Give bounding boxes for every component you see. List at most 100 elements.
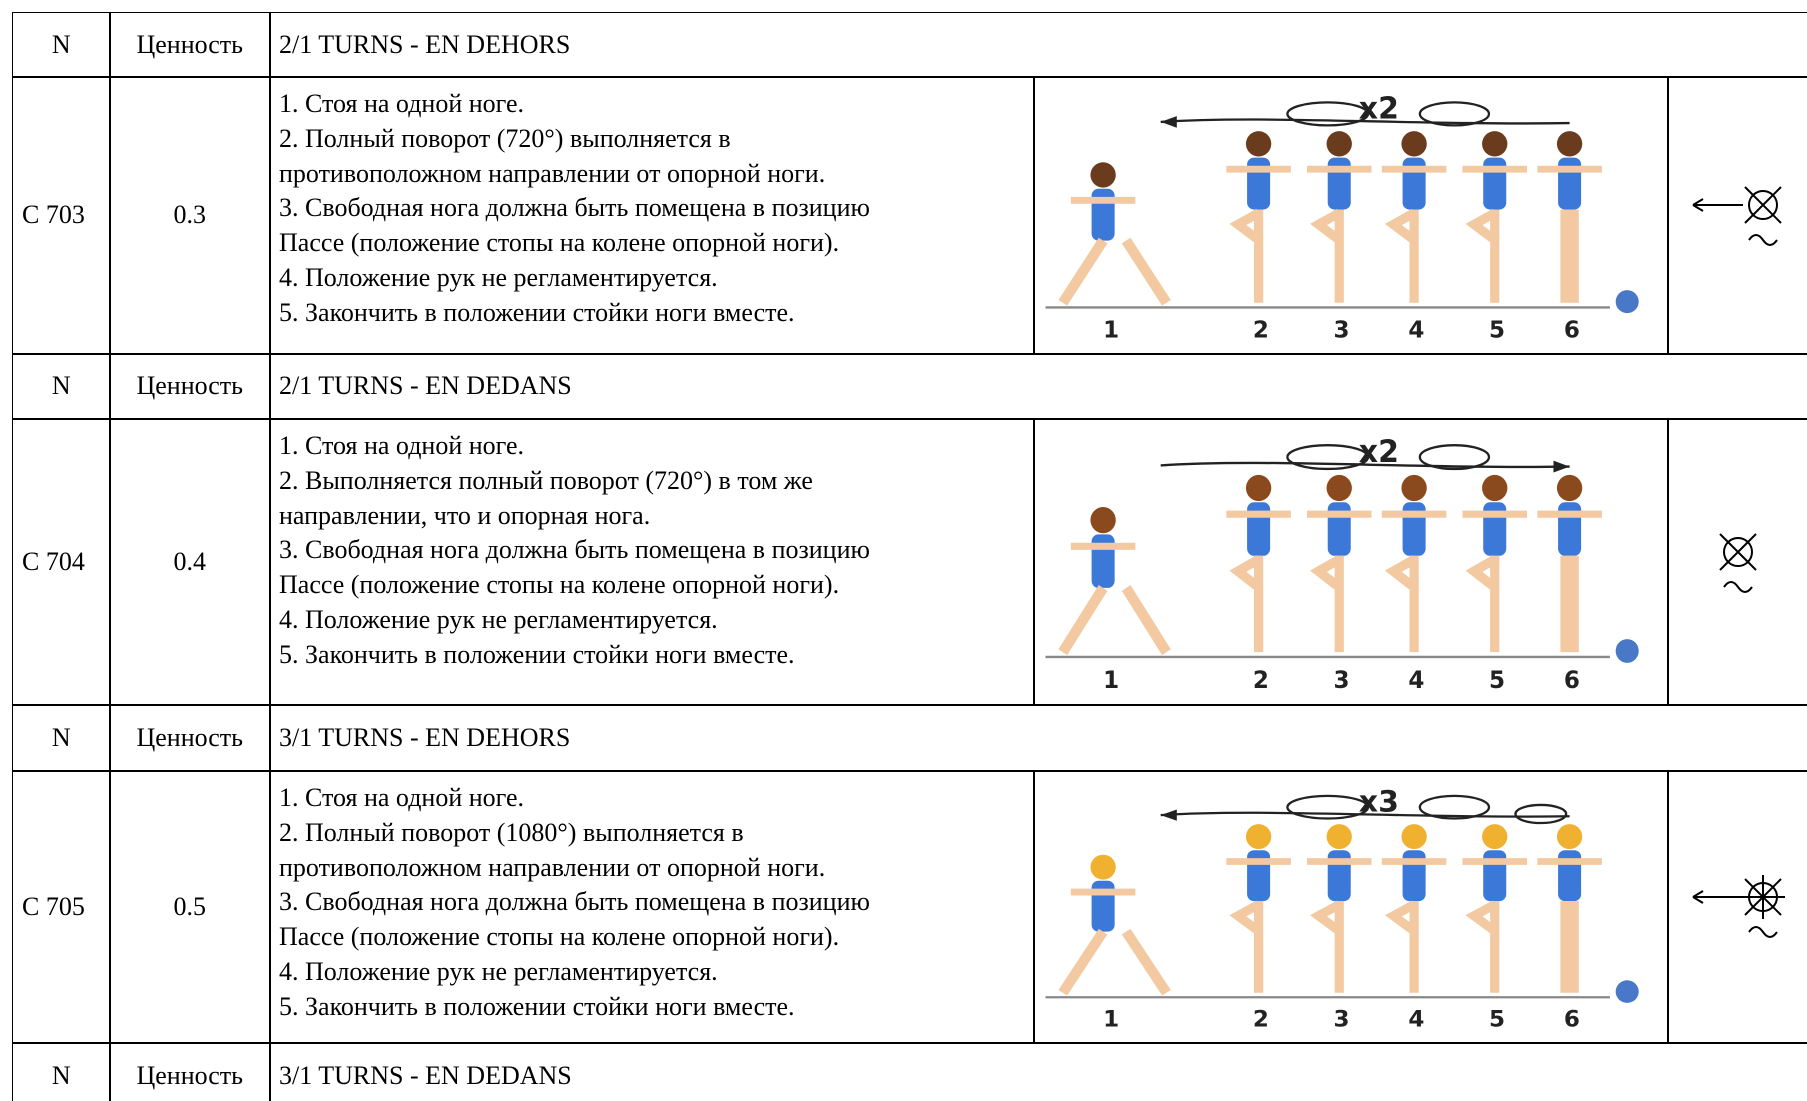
legs	[1384, 208, 1419, 303]
header-number: N	[12, 704, 111, 772]
head	[1401, 824, 1427, 850]
figure-label: 1	[1103, 1007, 1119, 1033]
torso	[1483, 850, 1507, 902]
loop	[1418, 443, 1491, 471]
torso	[1327, 502, 1351, 556]
element-code-text: C 704	[22, 546, 85, 576]
torso	[1327, 850, 1351, 902]
figure-label: 6	[1564, 1007, 1580, 1033]
arrow-head	[1160, 116, 1177, 128]
torso	[1558, 502, 1582, 556]
figure-label: 5	[1489, 1007, 1505, 1033]
header-value-text: Ценность	[136, 371, 244, 401]
figure-label: 3	[1333, 1007, 1349, 1033]
element-symbol	[1667, 770, 1807, 1044]
header-title-text: 2/1 TURNS - EN DEHORS	[279, 29, 571, 59]
element-value: 0.5	[109, 770, 271, 1044]
trajectory	[1160, 461, 1570, 469]
element-code-text: C 705	[22, 891, 85, 921]
symbol-circle	[1723, 536, 1753, 567]
figure-label: 4	[1408, 1007, 1424, 1033]
head	[1401, 474, 1427, 502]
header-number: N	[12, 1042, 111, 1101]
description-line: 2. Полный поворот (1080°) выполняется в	[279, 817, 744, 847]
loop	[1286, 443, 1370, 471]
header-title: 3/1 TURNS - EN DEDANS	[269, 1042, 1807, 1101]
symbol-arrow-head	[1692, 198, 1704, 213]
torso	[1402, 850, 1426, 902]
head	[1326, 824, 1352, 850]
header-number-text: N	[51, 722, 71, 752]
description-line: 2. Полный поворот (720°) выполняется в	[279, 123, 731, 153]
description-line: 1. Стоя на одной ноге.	[279, 89, 525, 118]
symbol-cross	[1741, 874, 1785, 919]
legs	[1560, 209, 1579, 303]
legs	[1310, 900, 1344, 993]
element-illustration: x3 1 2 3 4 5 6	[1033, 770, 1669, 1044]
head	[1245, 824, 1272, 850]
element-description: 1. Стоя на одной ноге. 2. Полный поворот …	[269, 770, 1035, 1044]
symbol-cross	[1719, 533, 1757, 571]
torso	[1402, 502, 1426, 556]
figure-label: 6	[1564, 317, 1580, 343]
loop	[1418, 794, 1491, 820]
element-value: 0.4	[109, 418, 271, 706]
header-value: Ценность	[109, 353, 271, 420]
arrow-head	[1160, 809, 1177, 821]
element-description: 1. Стоя на одной ноге. 2. Выполняется пол…	[269, 418, 1035, 706]
legs	[1058, 928, 1171, 996]
description-line: 3. Свободная нога должна быть помещена в…	[279, 887, 870, 917]
logo	[1615, 980, 1639, 1003]
head	[1401, 131, 1427, 157]
figure-label: 5	[1489, 317, 1505, 343]
head	[1482, 131, 1508, 157]
symbol-wave	[1723, 580, 1753, 593]
header-value-text: Ценность	[136, 29, 244, 59]
element-symbol	[1667, 418, 1807, 706]
symbol-arrow-head	[1692, 889, 1704, 904]
element-value-text: 0.5	[173, 891, 207, 921]
torso	[1247, 157, 1271, 210]
description-line: направлении, что и опорная нога.	[279, 500, 651, 530]
symbol	[1719, 533, 1757, 593]
legs	[1058, 585, 1171, 656]
figure-label: 2	[1253, 665, 1269, 693]
loop	[1286, 101, 1370, 127]
header-value: Ценность	[109, 12, 271, 78]
multiplier: x2	[1359, 434, 1399, 470]
description-line: противоположном направлении от опорной н…	[279, 852, 826, 882]
figure-label: 6	[1564, 665, 1580, 693]
element-code-text: C 703	[22, 200, 85, 230]
symbol-wrap	[1668, 512, 1807, 612]
element-illustration: x2 1 2 3 4 5 6	[1033, 76, 1669, 355]
figure-label: 4	[1408, 317, 1424, 343]
legs	[1560, 901, 1579, 993]
torso	[1091, 534, 1115, 588]
trajectory	[1160, 811, 1570, 818]
torso	[1402, 157, 1426, 210]
element-value-text: 0.4	[173, 546, 207, 576]
legs	[1384, 900, 1419, 993]
element-symbol	[1667, 76, 1807, 355]
element-value-text: 0.3	[173, 200, 207, 230]
head	[1090, 854, 1116, 880]
head	[1245, 131, 1272, 157]
torso	[1247, 850, 1271, 902]
header-title-text: 2/1 TURNS - EN DEDANS	[279, 371, 572, 401]
legs	[1465, 208, 1500, 303]
loop	[1514, 803, 1568, 825]
symbol-cross	[1744, 186, 1782, 224]
illustration: x2 1 2 3 4 5 6	[1045, 91, 1639, 343]
description-line: 5. Закончить в положении стойки ноги вме…	[279, 991, 795, 1021]
legs	[1229, 208, 1264, 303]
multiplier: x2	[1359, 91, 1399, 126]
header-value: Ценность	[109, 704, 271, 772]
element-code: C 705	[12, 770, 111, 1044]
description-line: 3. Свободная нога должна быть помещена в…	[279, 193, 870, 223]
torso	[1327, 157, 1351, 210]
symbol	[1692, 186, 1782, 247]
description-line: 2. Выполняется полный поворот (720°) в т…	[279, 465, 813, 495]
logo	[1615, 639, 1639, 663]
description-line: Пассе (положение стопы на колене опорной…	[279, 922, 840, 952]
